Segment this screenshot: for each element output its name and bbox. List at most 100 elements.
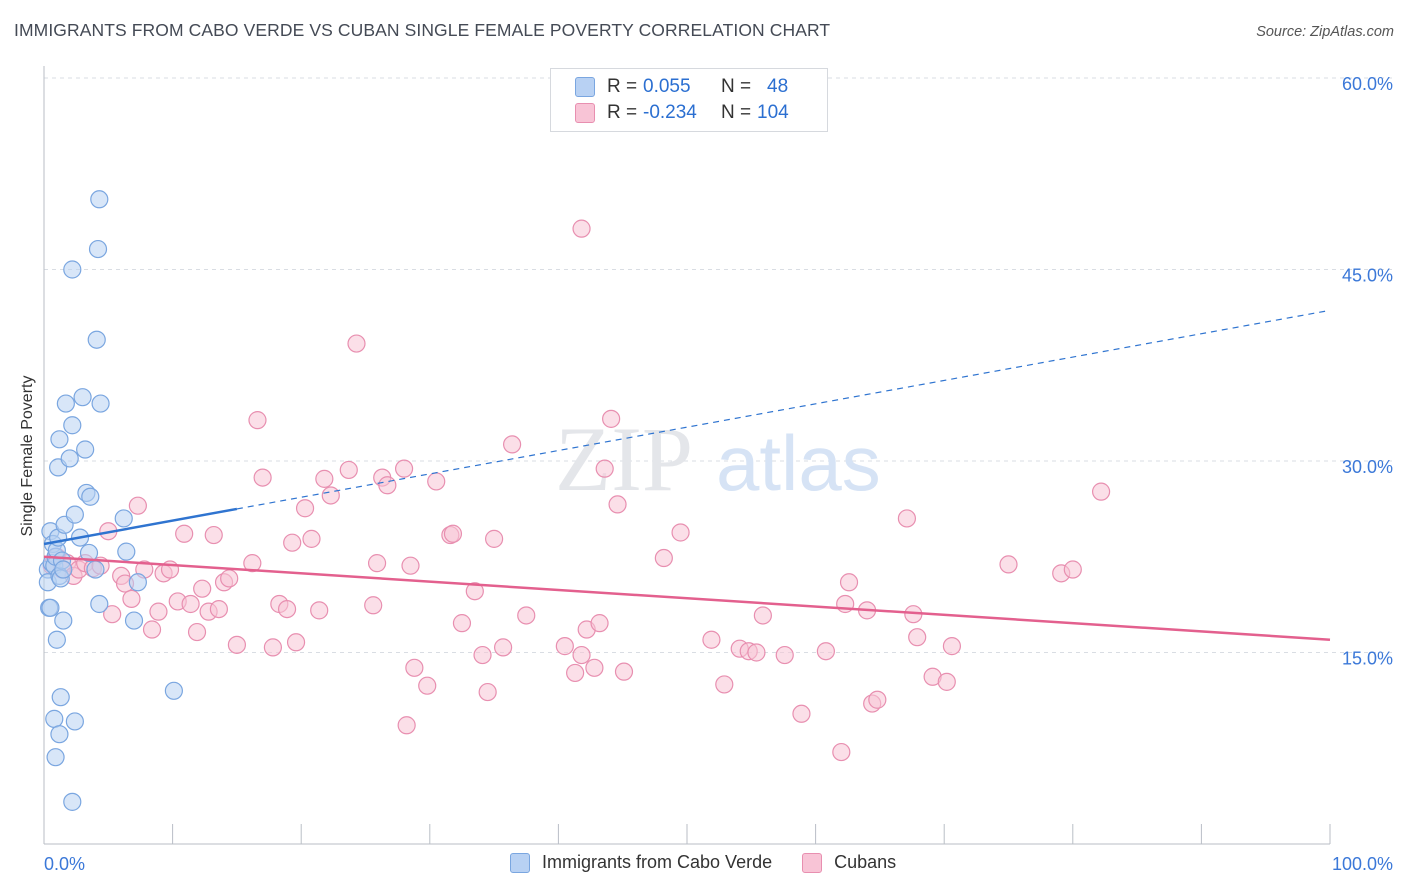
x-tick-label: 0.0% <box>44 854 85 874</box>
cubans-point <box>227 635 246 654</box>
cabo-verde-point <box>63 792 82 811</box>
cubans-point <box>494 638 513 657</box>
legend-item-cabo-verde[interactable]: Immigrants from Cabo Verde <box>510 852 772 873</box>
cubans-point <box>181 594 200 614</box>
cubans-point <box>452 614 472 633</box>
cubans-point <box>478 682 497 702</box>
watermark-zip: ZIP <box>555 408 693 510</box>
cabo-verde-point <box>50 725 69 744</box>
cubans-point <box>671 523 690 542</box>
cubans-point <box>654 548 673 568</box>
cubans-point <box>747 643 766 662</box>
axes <box>43 66 1331 845</box>
cubans-point <box>394 459 414 478</box>
n-label: N = <box>721 76 752 97</box>
cubans-point <box>220 569 239 588</box>
cubans-point <box>1063 560 1082 579</box>
cubans-point <box>310 601 329 620</box>
cubans-point <box>302 529 321 548</box>
watermark-atlas: atlas <box>716 419 881 507</box>
legend-row-cubans: R = -0.234 N = 104 <box>575 101 789 125</box>
n-label: N = <box>721 102 752 123</box>
legend-swatch-blue <box>510 852 530 873</box>
y-tick-label: 60.0% <box>1342 74 1393 94</box>
series-legend: Immigrants from Cabo Verde Cubans <box>510 852 926 873</box>
cubans-point <box>405 658 424 677</box>
cabo-verde-point <box>50 430 69 449</box>
cubans-point <box>295 499 315 518</box>
cubans-point <box>555 637 574 656</box>
correlation-legend: R = 0.055 N = 48 R = -0.234 N = 104 <box>550 68 828 132</box>
cubans-point <box>378 476 397 495</box>
cubans-point <box>816 642 835 661</box>
cabo-verde-point <box>65 505 84 524</box>
cubans-point <box>315 469 334 488</box>
cabo-verde-point <box>91 394 110 413</box>
cubans-point <box>142 620 162 639</box>
cubans-point <box>248 411 267 430</box>
cubans-point <box>590 614 609 633</box>
cubans-point <box>397 716 416 735</box>
chart-title: IMMIGRANTS FROM CABO VERDE VS CUBAN SING… <box>14 20 831 40</box>
cubans-point <box>608 495 627 514</box>
cabo-verde-trend-line <box>43 507 238 546</box>
cubans-point <box>908 628 927 647</box>
n-value: 48 <box>767 76 789 97</box>
cubans-point <box>702 630 721 649</box>
y-tick-label: 30.0% <box>1342 457 1393 477</box>
cubans-point <box>277 599 297 619</box>
legend-swatch-blue <box>575 77 595 97</box>
legend-swatch-pink <box>575 103 595 123</box>
cubans-point <box>832 742 851 762</box>
cubans-point <box>792 704 811 723</box>
cabo-verde-point <box>45 709 64 728</box>
cubans-point <box>868 690 887 709</box>
legend-swatch-pink <box>802 852 823 873</box>
cabo-verde-point <box>63 416 82 435</box>
cabo-verde-point <box>87 330 106 349</box>
legend-row-cabo-verde: R = 0.055 N = 48 <box>575 75 788 99</box>
n-value: 104 <box>757 102 789 123</box>
cubans-point <box>753 606 772 625</box>
cubans-point <box>1091 482 1111 501</box>
cubans-point <box>193 579 212 598</box>
cubans-point <box>485 529 504 548</box>
legend-label: Immigrants from Cabo Verde <box>542 852 773 872</box>
cubans-point <box>614 662 634 681</box>
cubans-point <box>572 645 591 665</box>
cubans-point <box>473 645 492 665</box>
legend-label: Cubans <box>834 852 897 872</box>
cabo-verde-point <box>41 598 60 617</box>
cubans-point <box>175 524 194 543</box>
cubans-point <box>209 599 228 619</box>
cubans-point <box>149 602 168 621</box>
r-value: 0.055 <box>643 76 691 97</box>
cubans-point <box>566 663 585 683</box>
r-label: R = <box>607 76 638 97</box>
cabo-verde-point <box>88 239 108 259</box>
cabo-verde-point <box>73 388 92 407</box>
cubans-point <box>187 622 207 642</box>
cabo-verde-point <box>81 487 100 506</box>
cubans-point <box>427 472 446 491</box>
cubans-points <box>42 219 1111 762</box>
cubans-point <box>937 672 956 691</box>
cubans-point <box>595 459 614 478</box>
cabo-verde-point <box>90 190 109 209</box>
cabo-verde-point <box>90 594 109 614</box>
cubans-point <box>715 675 734 694</box>
cabo-verde-point <box>124 611 144 630</box>
cubans-point <box>339 460 358 480</box>
cubans-point <box>204 525 223 545</box>
cabo-verde-point <box>46 748 65 767</box>
cubans-point <box>775 645 794 665</box>
watermark: ZIP atlas <box>555 408 881 510</box>
r-label: R = <box>607 102 638 123</box>
legend-item-cubans[interactable]: Cubans <box>802 852 896 873</box>
cabo-verde-point <box>51 688 70 707</box>
cabo-verde-point <box>164 681 183 700</box>
y-tick-label: 45.0% <box>1342 265 1393 285</box>
cubans-point <box>347 334 366 353</box>
cabo-verde-points <box>38 190 183 811</box>
cabo-verde-trend-extension <box>236 309 1331 510</box>
